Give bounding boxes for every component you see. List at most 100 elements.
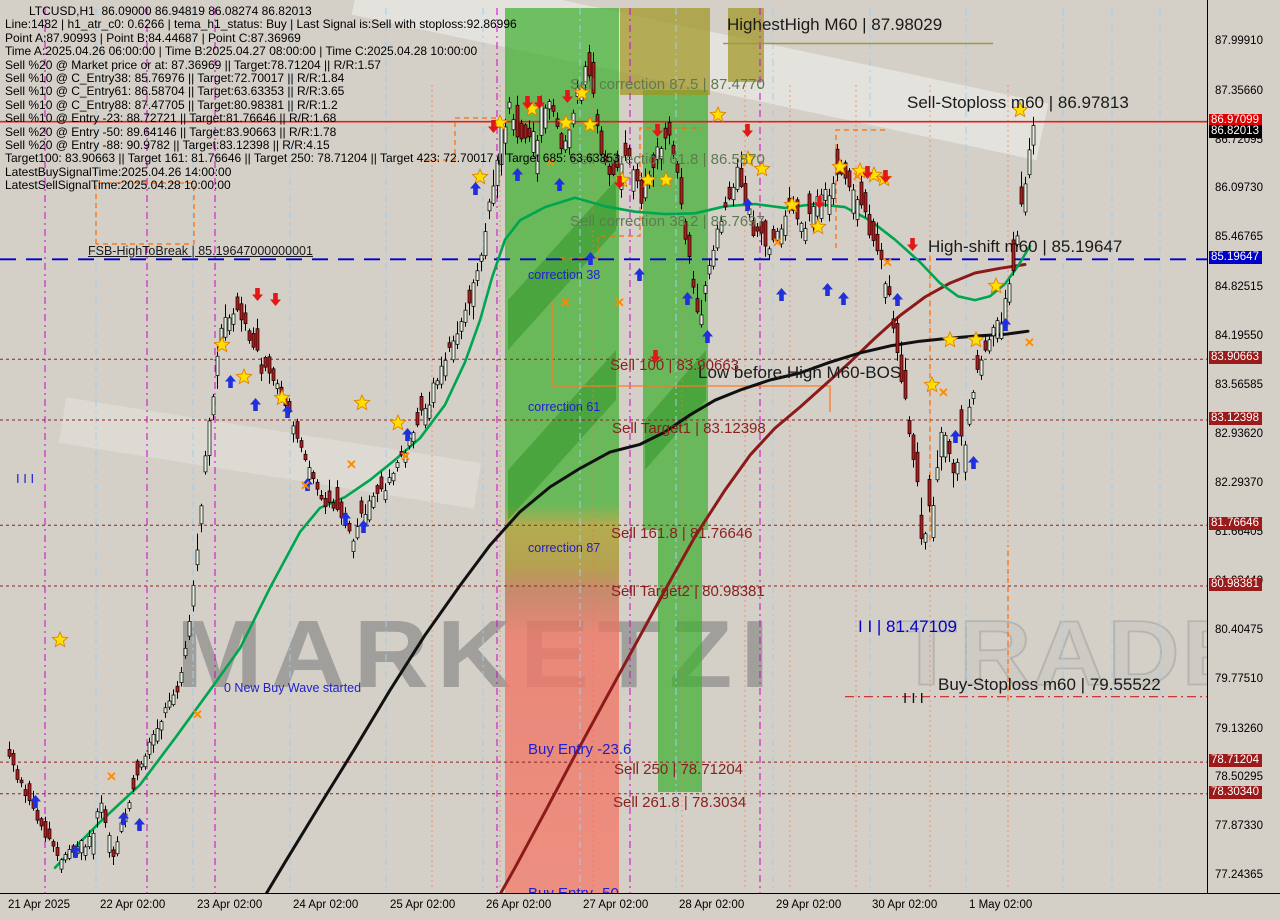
sell-arrow-icon	[270, 293, 281, 306]
sell-arrow-icon	[814, 196, 825, 209]
price-tick-label: 82.93620	[1215, 427, 1263, 440]
sell-arrow-icon	[742, 124, 753, 137]
star-signal-icon	[1011, 100, 1029, 118]
buy-arrow-icon	[302, 478, 313, 491]
price-badge: 81.76646	[1209, 517, 1262, 531]
x-mark-icon: ✕	[772, 235, 783, 250]
price-badge: 83.12398	[1209, 412, 1262, 426]
buy-arrow-icon	[822, 283, 833, 296]
time-axis-label: 22 Apr 02:00	[100, 899, 166, 911]
sell-arrow-icon	[562, 90, 573, 103]
x-mark-icon: ✕	[106, 769, 117, 784]
x-mark-icon: ✕	[560, 295, 571, 310]
star-signal-icon	[987, 276, 1005, 294]
star-signal-icon	[941, 330, 959, 348]
price-badge: 80.98381	[1209, 577, 1262, 591]
sell-arrow-icon	[614, 176, 625, 189]
star-signal-icon	[809, 217, 827, 235]
price-tick-label: 85.46765	[1215, 231, 1263, 244]
buy-arrow-icon	[282, 405, 293, 418]
price-badge: 85.19647	[1209, 251, 1262, 265]
price-badge: 78.30340	[1209, 785, 1262, 799]
x-mark-icon: ✕	[614, 295, 625, 310]
star-signal-icon	[235, 367, 253, 385]
x-mark-icon: ✕	[1024, 335, 1035, 350]
star-signal-icon	[557, 113, 575, 131]
info-line: LTCUSD,H1 86.09000 86.94819 86.08274 86.…	[29, 4, 312, 18]
buy-arrow-icon	[70, 845, 81, 858]
price-badge: 78.71204	[1209, 754, 1262, 768]
price-axis[interactable]: 87.99910 87.35660 86.72095 86.09730 85.46765…	[1207, 0, 1280, 893]
time-axis-label: 26 Apr 02:00	[486, 899, 552, 911]
x-mark-icon: ✕	[346, 457, 357, 472]
sell-arrow-icon	[252, 288, 263, 301]
price-tick-label: 87.35660	[1215, 84, 1263, 97]
info-line: Sell %10 @ C_Entry88: 87.47705 || Target…	[5, 97, 338, 112]
price-tick-label: 84.19550	[1215, 329, 1263, 342]
star-signal-icon	[573, 83, 591, 101]
buy-arrow-icon	[838, 292, 849, 305]
price-tick-label: 84.82515	[1215, 281, 1263, 294]
price-tick-label: 80.40475	[1215, 623, 1263, 636]
star-signal-icon	[353, 393, 371, 411]
vertical-gridlines	[44, 8, 1161, 893]
star-signal-icon	[923, 375, 941, 393]
star-signal-icon	[581, 115, 599, 133]
buy-arrow-icon	[470, 182, 481, 195]
star-signal-icon	[739, 149, 757, 167]
sell-arrow-icon	[488, 120, 499, 133]
time-axis-label: 29 Apr 02:00	[776, 899, 842, 911]
price-badge: 83.90663	[1209, 351, 1262, 365]
info-line: Line:1482 | h1_atr_c0: 0.6266 | tema_h1_…	[5, 17, 517, 32]
time-axis-label: 27 Apr 02:00	[583, 899, 649, 911]
buy-arrow-icon	[118, 812, 129, 825]
info-line: Point A:87.90993 | Point B:84.44687 | Po…	[5, 30, 301, 45]
time-axis-label: 24 Apr 02:00	[293, 899, 359, 911]
star-signal-icon	[709, 105, 727, 123]
buy-arrow-icon	[358, 520, 369, 533]
info-line: Sell %20 @ Entry -88: 90.9782 || Target:…	[5, 138, 330, 153]
buy-arrow-icon	[225, 375, 236, 388]
signal-markers: ✕ ✕ ✕ ✕ ✕ ✕ ✕ ✕ ✕ ✕ ✕ ✕ ✕	[30, 83, 1035, 858]
star-signal-icon	[831, 157, 849, 175]
star-signal-icon	[967, 330, 985, 348]
x-mark-icon: ✕	[938, 385, 949, 400]
price-badge: 86.82013	[1209, 125, 1262, 139]
price-tick-label: 86.09730	[1215, 182, 1263, 195]
info-line: Sell %20 @ Market price or at: 87.36969 …	[5, 57, 381, 72]
buy-arrow-icon	[134, 818, 145, 831]
time-axis-label: 25 Apr 02:00	[390, 899, 456, 911]
time-axis-label: 30 Apr 02:00	[872, 899, 938, 911]
x-mark-icon: ✕	[192, 707, 203, 722]
time-axis[interactable]: 21 Apr 2025 22 Apr 02:00 23 Apr 02:00 24 Ap…	[0, 893, 1280, 920]
star-signal-icon	[471, 167, 489, 185]
sell-arrow-icon	[650, 350, 661, 363]
price-tick-label: 78.50295	[1215, 771, 1263, 784]
sell-arrow-icon	[534, 96, 545, 109]
time-axis-label: 23 Apr 02:00	[197, 899, 263, 911]
x-mark-icon: ✕	[300, 478, 311, 493]
x-mark-icon: ✕	[400, 449, 411, 464]
buy-arrow-icon	[402, 428, 413, 441]
moving-averages	[53, 196, 1032, 918]
x-mark-icon: ✕	[882, 255, 893, 270]
level-lines	[0, 42, 1207, 795]
star-signal-icon	[783, 195, 801, 213]
sell-arrow-icon	[907, 238, 918, 251]
sell-arrow-icon	[862, 166, 873, 179]
buy-arrow-icon	[950, 430, 961, 443]
info-line: Sell %10 @ C_Entry61: 86.58704 || Target…	[5, 84, 345, 99]
star-signal-icon	[389, 413, 407, 431]
star-signal-icon	[51, 630, 69, 648]
price-tick-label: 83.56585	[1215, 378, 1263, 391]
buy-arrow-icon	[554, 178, 565, 191]
indicator-info-block: LTCUSD,H1 86.09000 86.94819 86.08274 86.…	[5, 4, 620, 193]
star-signal-icon	[639, 170, 657, 188]
info-line: Time A:2025.04.26 06:00:00 | Time B:2025…	[5, 44, 478, 59]
price-tick-label: 77.24365	[1215, 868, 1263, 881]
buy-arrow-icon	[340, 512, 351, 525]
buy-arrow-icon	[250, 398, 261, 411]
x-mark-icon: ✕	[545, 155, 556, 170]
